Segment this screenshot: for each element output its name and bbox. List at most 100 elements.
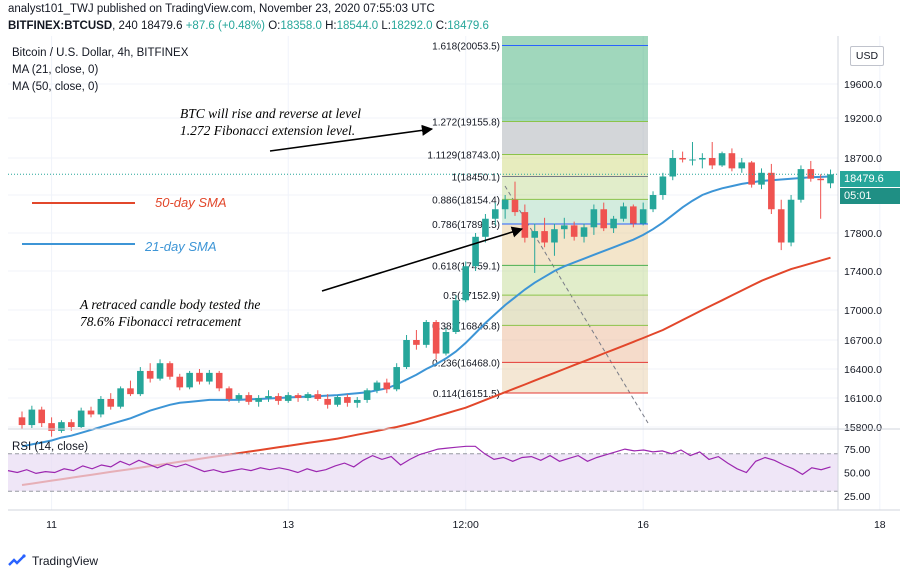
candle (393, 363, 400, 392)
candle-body (324, 398, 331, 405)
ohlc-line: BITFINEX:BTCUSD, 240 18479.6 +87.6 (+0.4… (8, 20, 489, 32)
candle (797, 165, 805, 203)
candle (452, 295, 460, 334)
candle (570, 221, 578, 241)
candle (738, 158, 746, 173)
candle-body (403, 340, 410, 368)
author-name[interactable]: analyst101_TWJ (8, 3, 94, 15)
candle-body (462, 266, 469, 301)
candle-body (570, 225, 578, 237)
candle (689, 142, 696, 166)
candle-body (738, 162, 746, 169)
candle-body (551, 229, 558, 243)
fib-zone (502, 362, 648, 394)
candle-body (127, 388, 134, 395)
candle-body (590, 209, 598, 228)
candle (630, 204, 637, 228)
candle (649, 191, 657, 213)
candle (600, 202, 608, 232)
candle (363, 388, 371, 403)
candle (561, 217, 568, 239)
candle (551, 223, 558, 256)
price-tick-label: 19200.0 (844, 113, 882, 125)
fib-level-label: 0.886(18154.4) (432, 195, 500, 206)
candle-body (689, 159, 696, 161)
candle-body (265, 396, 272, 398)
footer-brand-text: TradingView (32, 554, 99, 568)
candle (265, 390, 272, 402)
candle (817, 174, 824, 219)
fibonacci-zones (502, 36, 649, 424)
candle (521, 204, 529, 243)
candle (166, 361, 174, 380)
candle (403, 335, 410, 369)
candle-body (422, 322, 430, 345)
candle-body (18, 417, 26, 426)
candle (255, 395, 262, 407)
candle-body (363, 390, 371, 400)
fib-level-label: 1.1129(18743.0) (427, 151, 500, 162)
fib-level-label: 0.382(16846.8) (432, 321, 500, 332)
candle-body (620, 206, 627, 219)
candle-body (758, 172, 765, 185)
candle (708, 142, 716, 170)
countdown-tag: 05:01 (840, 188, 900, 204)
interval-label: 240 (118, 20, 138, 32)
price-change: +87.6 (+0.48%) (185, 20, 265, 32)
candle-body (107, 398, 115, 407)
candle (87, 406, 95, 418)
candle-body (807, 169, 815, 179)
arrow-to-1272 (269, 124, 434, 152)
candle (699, 153, 706, 169)
open-label: O: (268, 20, 281, 32)
last-price: 18479.6 (140, 20, 183, 32)
ma21-legend[interactable]: MA (21, close, 0) (12, 64, 99, 76)
candle-body (186, 372, 193, 388)
candle-body (117, 388, 124, 407)
note-retracement: A retraced candle body tested the 78.6% … (80, 296, 260, 330)
candle-body (708, 158, 716, 166)
candle (196, 369, 203, 385)
rsi-pane: 25.00 50.00 75.00 (7, 429, 900, 511)
candle-body (777, 209, 785, 243)
ma50-legend[interactable]: MA (50, close, 0) (12, 81, 99, 93)
symbol-label[interactable]: BITFINEX:BTCUSD (8, 20, 113, 32)
candle-body (225, 388, 233, 399)
candle-body (679, 158, 686, 160)
candle (215, 370, 223, 392)
open-value: 18358.0 (280, 20, 322, 32)
fib-level-label: 1.272(19155.8) (432, 118, 500, 129)
candle-body (531, 231, 539, 238)
price-tick-label: 17800.0 (844, 228, 882, 240)
candle-body (38, 409, 46, 424)
candle-body (649, 195, 657, 210)
candle (580, 223, 588, 243)
currency-button[interactable]: USD (850, 46, 884, 66)
candle (235, 393, 243, 403)
candle (186, 370, 193, 390)
footer-branding[interactable]: TradingView (8, 552, 98, 570)
rsi-title[interactable]: RSI (14, close) (12, 441, 89, 453)
candle (482, 214, 489, 243)
candle-body (206, 372, 213, 382)
price-tick-label: 18700.0 (844, 153, 882, 165)
candle-body (600, 209, 608, 229)
candle (422, 320, 430, 348)
note-retracement-line2: 78.6% Fibonacci retracement (80, 314, 242, 329)
candle (275, 393, 282, 405)
arrow-to-786 (321, 226, 524, 292)
note-retracement-line1: A retraced candle body tested the (80, 297, 261, 312)
candle (127, 380, 134, 397)
candle-body (452, 300, 460, 332)
time-tick-label: 11 (46, 519, 57, 531)
tradingview-logo-icon (8, 554, 26, 568)
price-chart[interactable]: 1.618(20053.5) 1.272(19155.8) 1.1129(18743… (0, 36, 900, 547)
rsi-tick-label: 75.00 (844, 444, 870, 456)
candle-body (501, 199, 509, 210)
candle (531, 223, 539, 273)
candle-body (284, 395, 292, 401)
candle (324, 394, 331, 409)
candle-body (561, 225, 568, 230)
legend-50-sma-label: 50-day SMA (155, 195, 227, 210)
candle (18, 411, 26, 429)
